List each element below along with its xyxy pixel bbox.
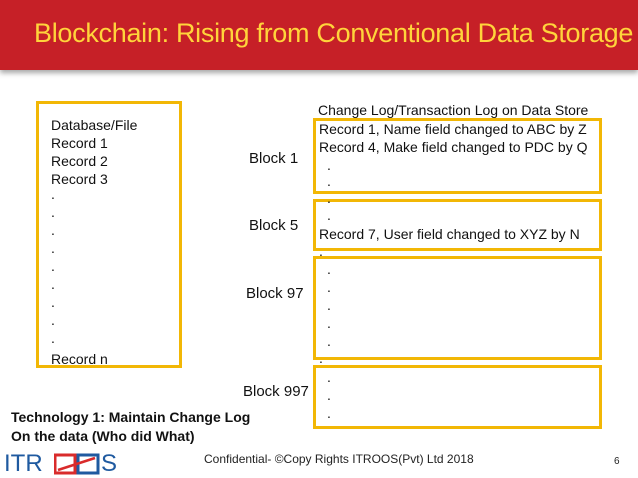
block-97-box xyxy=(313,256,602,360)
logo-text-right: S xyxy=(101,450,118,477)
title-bar: Blockchain: Rising from Conventional Dat… xyxy=(0,0,638,70)
block-97-line: . xyxy=(327,333,331,349)
block-97-line: . xyxy=(327,279,331,295)
log-header: Change Log/Transaction Log on Data Store xyxy=(318,102,589,118)
block-1-box xyxy=(313,118,602,194)
block-997-line: . xyxy=(327,387,331,403)
database-dot: . xyxy=(51,186,55,202)
database-line: Record 3 xyxy=(51,171,108,187)
database-line: Record n xyxy=(51,351,108,367)
database-dot: . xyxy=(51,294,55,310)
block-5-label: Block 5 xyxy=(249,217,299,234)
block-997-box xyxy=(313,365,602,429)
database-text: Database/File Record 1 Record 2 Record 3… xyxy=(51,116,137,368)
database-dot: . xyxy=(51,204,55,220)
technology-caption: Technology 1: Maintain Change Log On the… xyxy=(11,408,250,446)
block-97-line: . xyxy=(327,297,331,313)
slide-title: Blockchain: Rising from Conventional Dat… xyxy=(34,18,634,48)
database-dot: . xyxy=(51,240,55,256)
database-dot: . xyxy=(51,222,55,238)
database-dot: . xyxy=(51,276,55,292)
block-5-line: . xyxy=(327,207,331,223)
block-97-line: . xyxy=(327,261,331,277)
itroos-logo: ITR S xyxy=(4,450,118,477)
database-line: Record 1 xyxy=(51,135,108,151)
database-dot: . xyxy=(51,330,55,346)
block-97-line: . xyxy=(319,350,323,366)
footer-copyright: Confidential- ©Copy Rights ITROOS(Pvt) L… xyxy=(204,452,474,466)
database-dot: . xyxy=(51,258,55,274)
block-1-line: . xyxy=(327,157,331,173)
block-997-line: . xyxy=(327,405,331,421)
block-997-label: Block 997 xyxy=(243,383,309,400)
block-5-line: Record 7, User field changed to XYZ by N xyxy=(319,226,580,242)
block-97-label: Block 97 xyxy=(246,285,304,302)
block-1-line: . xyxy=(327,173,331,189)
database-box: Database/File Record 1 Record 2 Record 3… xyxy=(36,101,182,368)
block-5-box xyxy=(313,199,602,251)
database-line: Database/File xyxy=(51,117,138,133)
block-1-label: Block 1 xyxy=(249,150,299,167)
block-5-line: . xyxy=(327,190,331,206)
block-1-line: Record 4, Make field changed to PDC by Q xyxy=(319,139,588,155)
logo-text-left: ITR xyxy=(4,450,43,477)
block-1-line: Record 1, Name field changed to ABC by Z xyxy=(319,121,587,137)
block-97-line: . xyxy=(319,243,323,259)
block-997-line: . xyxy=(327,369,331,385)
page-number: 6 xyxy=(614,456,620,467)
database-line: Record 2 xyxy=(51,153,108,169)
database-dot: . xyxy=(51,312,55,328)
logo-mark-icon xyxy=(54,453,100,475)
block-97-line: . xyxy=(327,315,331,331)
technology-line-2: On the data (Who did What) xyxy=(11,428,195,444)
technology-line-1: Technology 1: Maintain Change Log xyxy=(11,409,251,425)
